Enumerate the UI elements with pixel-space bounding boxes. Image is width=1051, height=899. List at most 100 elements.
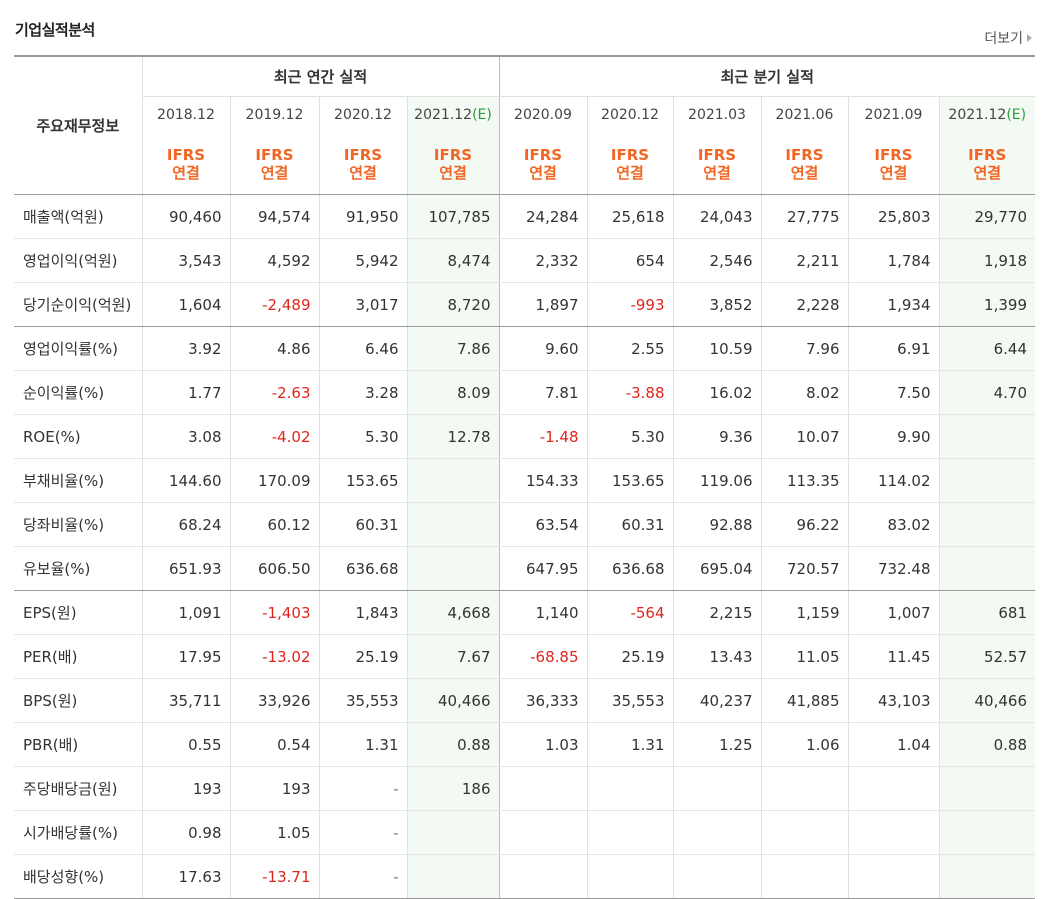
more-link-label: 더보기 (984, 31, 1023, 47)
more-link[interactable]: 더보기 (984, 28, 1032, 48)
table-cell: 6.46 (318, 326, 407, 371)
period-header: 2021.12(E) (938, 96, 1035, 133)
table-cell: 113.35 (760, 458, 848, 503)
period-label: 2018.12 (157, 107, 215, 123)
table-cell: 96.22 (760, 502, 848, 547)
ifrs-badge: IFRS 연결 (141, 133, 230, 195)
ifrs-line1: IFRS (343, 145, 383, 164)
table-cell: 144.60 (141, 458, 230, 503)
table-cell: 40,466 (938, 678, 1035, 723)
table-cell: 1,843 (318, 590, 407, 635)
ifrs-line1: IFRS (433, 145, 473, 164)
table-cell (672, 766, 761, 811)
table-row: 순이익률(%) 1.77 -2.63 3.28 8.09 7.81 -3.88 16.02 8.… (14, 370, 1035, 415)
table-row: 주당배당금(원) 193 193-186 (14, 766, 1035, 811)
table-cell: 0.55 (141, 722, 230, 767)
table-cell: 11.05 (760, 634, 848, 679)
annual-group-header: 최근 연간 실적 (141, 55, 499, 97)
table-cell (760, 854, 848, 899)
table-cell (938, 854, 1035, 899)
ifrs-line2: 연결 (172, 163, 200, 182)
table-cell: 193 (141, 766, 230, 811)
table-cell: 9.90 (847, 414, 939, 459)
table-cell: 12.78 (406, 414, 499, 459)
table-cell: 25.19 (586, 634, 673, 679)
table-cell (938, 546, 1035, 591)
row-label: BPS(원) (14, 678, 142, 723)
table-cell: -564 (586, 590, 673, 635)
table-cell: 17.63 (141, 854, 230, 899)
table-cell: 636.68 (586, 546, 673, 591)
table-cell: 68.24 (141, 502, 230, 547)
table-cell (498, 810, 587, 855)
table-cell: 8,474 (406, 238, 499, 283)
table-cell: 5.30 (318, 414, 407, 459)
ifrs-line2: 연결 (790, 163, 819, 182)
table-cell: 720.57 (760, 546, 848, 591)
table-cell: - (318, 854, 407, 899)
table-row: PBR(배) 0.55 0.54 1.31 0.88 1.03 1.31 1.25 1.06 1.… (14, 722, 1035, 767)
table-cell: 25,618 (586, 194, 673, 239)
estimate-tag: (E) (472, 107, 492, 123)
table-cell: 5,942 (318, 238, 407, 283)
table-cell: 40,466 (406, 678, 499, 723)
table-cell: 3,543 (141, 238, 230, 283)
table-row: BPS(원) 35,711 33,926 35,553 40,466 36,333 35,5… (14, 678, 1035, 723)
table-cell: 60.31 (586, 502, 673, 547)
table-cell: 60.12 (229, 502, 319, 547)
table-cell: 13.43 (672, 634, 761, 679)
quarter-group-header: 최근 분기 실적 (498, 55, 1035, 97)
table-cell: 1,784 (847, 238, 939, 283)
table-cell: 2,211 (760, 238, 848, 283)
table-cell: 16.02 (672, 370, 761, 415)
table-row: 배당성향(%) 17.63 -13.71- (14, 854, 1035, 899)
ifrs-badge: IFRS 연결 (938, 133, 1035, 195)
ifrs-line2: 연결 (879, 163, 908, 182)
period-header: 2021.03 (672, 96, 761, 133)
period-header: 2020.12 (318, 96, 407, 133)
table-cell (586, 810, 673, 855)
table-cell: 24,284 (498, 194, 587, 239)
table-cell: 8,720 (406, 282, 499, 327)
table-cell: 107,785 (406, 194, 499, 239)
table-cell (938, 766, 1035, 811)
period-label: 2020.09 (514, 107, 572, 123)
table-cell: 1,934 (847, 282, 939, 327)
table-cell: 0.88 (938, 722, 1035, 767)
ifrs-badge: IFRS 연결 (229, 133, 319, 195)
table-row: ROE(%) 3.08 -4.02 5.30 12.78 -1.48 5.30 9.36 10.… (14, 414, 1035, 459)
table-cell: 24,043 (672, 194, 761, 239)
table-cell: 186 (406, 766, 499, 811)
table-cell: 25,803 (847, 194, 939, 239)
row-label: 배당성향(%) (14, 854, 142, 899)
chevron-right-icon (1027, 34, 1032, 42)
table-cell: 1.06 (760, 722, 848, 767)
row-label: 당좌비율(%) (14, 502, 142, 547)
ifrs-line2: 연결 (349, 163, 377, 182)
table-row: EPS(원) 1,091 -1,403 1,843 4,668 1,140 -564 2,21… (14, 590, 1035, 635)
ifrs-badge: IFRS 연결 (406, 133, 499, 195)
table-cell: 35,711 (141, 678, 230, 723)
period-header: 2018.12 (141, 96, 230, 133)
table-cell (672, 810, 761, 855)
ifrs-line1: IFRS (523, 145, 563, 164)
period-label: 2020.12 (334, 107, 392, 123)
table-cell: -13.02 (229, 634, 319, 679)
table-cell: 36,333 (498, 678, 587, 723)
ifrs-badge: IFRS 연결 (672, 133, 761, 195)
table-cell: 8.09 (406, 370, 499, 415)
table-cell: 651.93 (141, 546, 230, 591)
table-cell: 6.91 (847, 326, 939, 371)
table-cell: 606.50 (229, 546, 319, 591)
table-cell: 1,918 (938, 238, 1035, 283)
table-cell: 8.02 (760, 370, 848, 415)
ifrs-line1: IFRS (697, 145, 737, 164)
row-label: 순이익률(%) (14, 370, 142, 415)
ifrs-line2: 연결 (616, 163, 644, 182)
period-label: 2021.09 (864, 107, 923, 123)
table-cell (938, 458, 1035, 503)
table-cell: 0.98 (141, 810, 230, 855)
row-label: ROE(%) (14, 414, 142, 459)
estimate-tag: (E) (1006, 107, 1027, 123)
